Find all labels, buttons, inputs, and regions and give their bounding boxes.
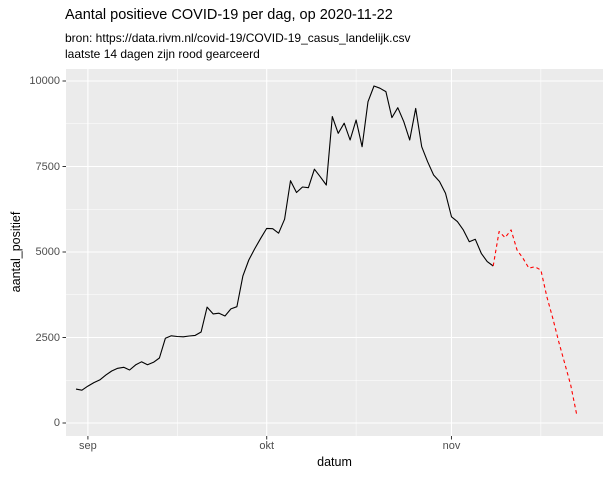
chart-subtitle-line1: bron: https://data.rivm.nl/covid-19/COVI… bbox=[65, 31, 411, 45]
y-tick-label: 0 bbox=[53, 417, 60, 429]
chart-subtitle-line2: laatste 14 dagen zijn rood gearceerd bbox=[65, 47, 260, 61]
x-tick-label: sep bbox=[79, 440, 97, 452]
y-tick-label: 2500 bbox=[35, 331, 60, 344]
series-line-solid-black bbox=[75, 85, 494, 391]
series-line-dashed-red bbox=[492, 229, 578, 415]
x-axis-title: datum bbox=[317, 455, 352, 469]
y-tick-label: 5000 bbox=[35, 246, 60, 258]
chart-title: Aantal positieve COVID-19 per dag, op 20… bbox=[65, 7, 393, 23]
y-tick-label: 10000 bbox=[29, 75, 60, 87]
x-tick-label: nov bbox=[442, 440, 461, 452]
y-tick-label: 7500 bbox=[35, 160, 60, 173]
x-tick-label: okt bbox=[259, 440, 275, 452]
